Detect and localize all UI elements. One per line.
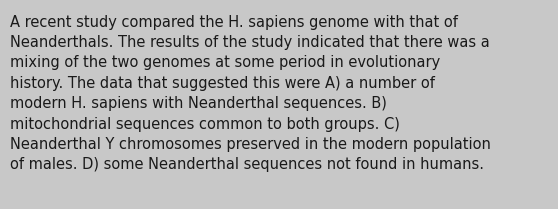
Text: A recent study compared the H. sapiens genome with that of
Neanderthals. The res: A recent study compared the H. sapiens g… [10, 15, 491, 172]
